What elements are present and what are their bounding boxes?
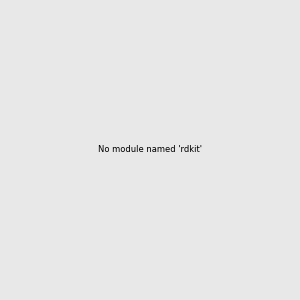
Text: No module named 'rdkit': No module named 'rdkit': [98, 146, 202, 154]
